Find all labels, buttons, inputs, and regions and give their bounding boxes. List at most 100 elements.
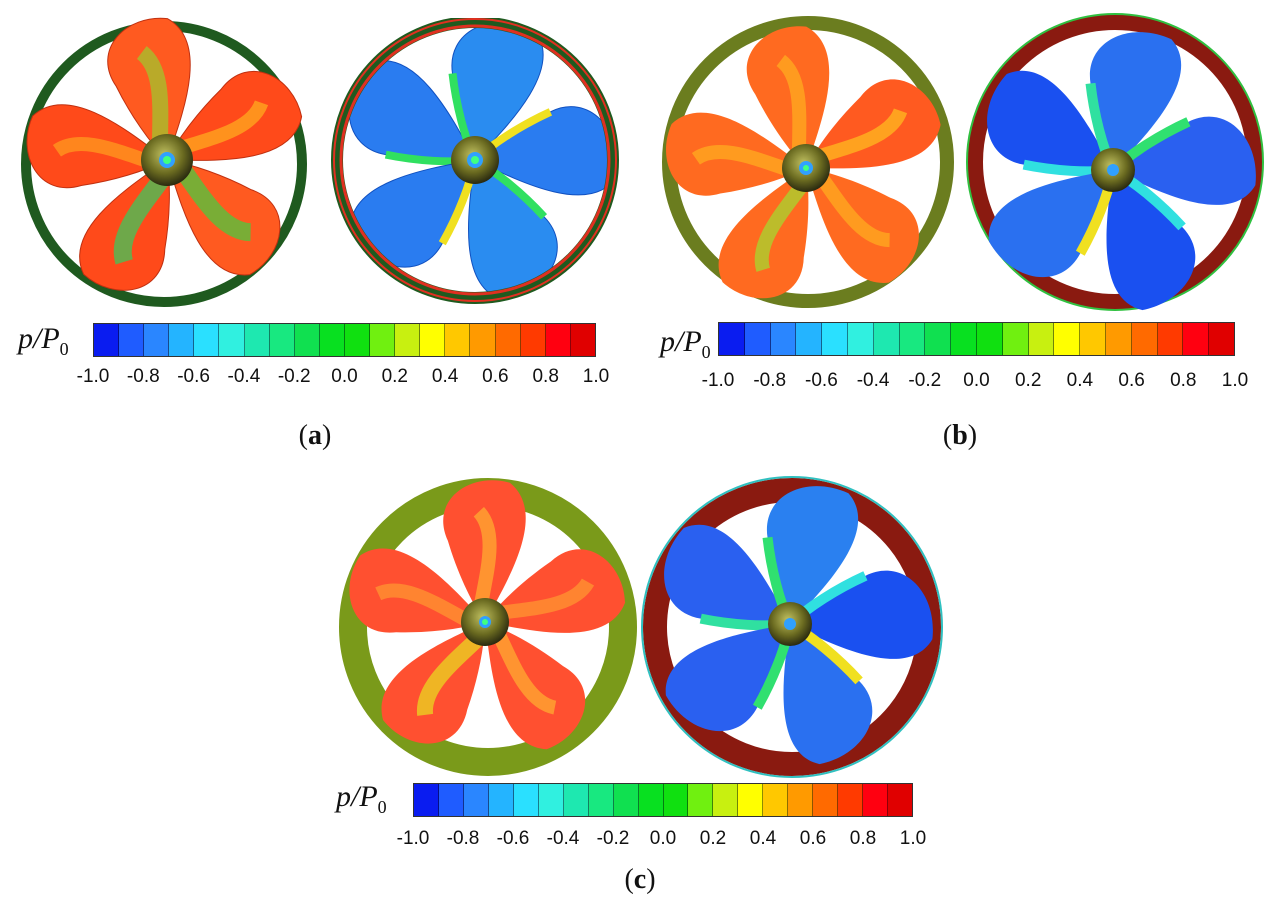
colorbar-a — [93, 323, 596, 357]
colorbar-level-16 — [495, 324, 521, 356]
colorbar-c — [413, 783, 913, 817]
colorbar-level-12 — [1028, 323, 1055, 355]
panel-c-suction-side-render — [339, 478, 637, 776]
colorbar-level-14 — [1080, 323, 1106, 355]
colorbar-level-3 — [488, 784, 514, 816]
colorbar-level-4 — [194, 324, 220, 356]
colorbar-level-13 — [738, 784, 764, 816]
colorbar-level-5 — [219, 324, 245, 356]
colorbar-ticks-c: -1.0 -0.8 -0.6 -0.4 -0.2 0.0 0.2 0.4 0.6 0.8 1.0 — [397, 828, 927, 852]
colorbar-tick-label: 1.0 — [899, 828, 927, 849]
colorbar-level-4 — [822, 323, 848, 355]
colorbar-level-1 — [438, 784, 464, 816]
colorbar-level-14 — [445, 324, 471, 356]
panel-b-pressure-side-render — [966, 13, 1264, 311]
colorbar-tick-label: 0.8 — [532, 366, 559, 387]
colorbar-tick-label: -0.4 — [856, 370, 890, 391]
colorbar-tick-label: 0.8 — [849, 828, 877, 849]
colorbar-variable-label-b: p/P0 — [660, 325, 711, 362]
colorbar-tick-label: -1.0 — [396, 828, 430, 849]
colorbar-level-13 — [420, 324, 446, 356]
colorbar-level-16 — [1131, 323, 1158, 355]
colorbar-level-15 — [1105, 323, 1132, 355]
colorbar-tick-label: 0.0 — [963, 370, 990, 391]
colorbar-level-10 — [344, 324, 371, 356]
colorbar-level-13 — [1054, 323, 1081, 355]
colorbar-tick-label: -0.6 — [177, 366, 210, 387]
colorbar-level-9 — [638, 784, 664, 816]
colorbar-level-11 — [688, 784, 714, 816]
colorbar-tick-label: -0.8 — [753, 370, 787, 391]
colorbar-level-6 — [873, 323, 900, 355]
colorbar-tick-label: -0.2 — [596, 828, 630, 849]
colorbar-tick-label: -0.8 — [126, 366, 160, 387]
colorbar-level-10 — [663, 784, 689, 816]
colorbar-tick-label: 0.6 — [482, 366, 509, 387]
colorbar-tick-label: 1.0 — [1221, 370, 1249, 391]
colorbar-ticks-a: -1.0 -0.8 -0.6 -0.4 -0.2 0.0 0.2 0.4 0.6 0.8 1.0 — [77, 366, 610, 390]
colorbar-level-14 — [763, 784, 789, 816]
colorbar-tick-label: -0.6 — [805, 370, 838, 391]
colorbar-level-6 — [563, 784, 589, 816]
colorbar-level-19 — [570, 324, 595, 356]
colorbar-tick-label: -0.4 — [227, 366, 261, 387]
colorbar-variable-label-a: p/P0 — [18, 322, 69, 359]
caption-a: (a) — [298, 420, 332, 451]
colorbar-level-0 — [94, 324, 120, 356]
colorbar-tick-label: -0.2 — [277, 366, 311, 387]
colorbar-level-17 — [838, 784, 864, 816]
colorbar-level-18 — [863, 784, 889, 816]
colorbar-level-3 — [169, 324, 195, 356]
colorbar-tick-label: -0.2 — [908, 370, 942, 391]
colorbar-level-3 — [796, 323, 823, 355]
colorbar-level-11 — [1002, 323, 1029, 355]
colorbar-level-19 — [1209, 323, 1234, 355]
colorbar-tick-label: -1.0 — [701, 370, 735, 391]
colorbar-level-0 — [414, 784, 439, 816]
colorbar-level-16 — [813, 784, 839, 816]
colorbar-level-8 — [294, 324, 320, 356]
colorbar-level-7 — [588, 784, 614, 816]
colorbar-tick-label: -1.0 — [76, 366, 110, 387]
colorbar-level-15 — [470, 324, 496, 356]
panel-c-pressure-side-render — [641, 476, 943, 778]
colorbar-level-1 — [744, 323, 771, 355]
colorbar-tick-label: -0.6 — [496, 828, 530, 849]
colorbar-tick-label: -0.8 — [446, 828, 480, 849]
colorbar-tick-label: 0.2 — [381, 366, 409, 387]
colorbar-level-6 — [244, 324, 270, 356]
colorbar-level-11 — [370, 324, 396, 356]
colorbar-level-0 — [719, 323, 745, 355]
colorbar-level-19 — [888, 784, 913, 816]
colorbar-level-2 — [144, 324, 170, 356]
colorbar-level-7 — [269, 324, 295, 356]
colorbar-level-15 — [788, 784, 814, 816]
colorbar-tick-label: 0.4 — [431, 366, 459, 387]
colorbar-level-18 — [545, 324, 571, 356]
colorbar-b — [718, 322, 1235, 356]
panel-a-pressure-side-render — [331, 18, 619, 304]
colorbar-ticks-b: -1.0 -0.8 -0.6 -0.4 -0.2 0.0 0.2 0.4 0.6 0.8 1.0 — [702, 370, 1249, 394]
colorbar-level-4 — [513, 784, 539, 816]
colorbar-tick-label: 0.8 — [1170, 370, 1197, 391]
colorbar-level-2 — [463, 784, 489, 816]
colorbar-level-9 — [319, 324, 345, 356]
colorbar-level-5 — [538, 784, 564, 816]
colorbar-tick-label: 0.6 — [799, 828, 827, 849]
colorbar-level-17 — [1157, 323, 1184, 355]
colorbar-level-9 — [951, 323, 977, 355]
colorbar-level-12 — [713, 784, 739, 816]
colorbar-level-17 — [520, 324, 546, 356]
colorbar-level-8 — [613, 784, 639, 816]
colorbar-tick-label: 0.2 — [1014, 370, 1042, 391]
colorbar-level-8 — [925, 323, 952, 355]
colorbar-level-7 — [899, 323, 926, 355]
panel-a-suction-side-render — [21, 17, 307, 307]
colorbar-variable-label-c: p/P0 — [336, 780, 387, 817]
colorbar-tick-label: 1.0 — [582, 366, 610, 387]
colorbar-tick-label: 0.4 — [749, 828, 777, 849]
colorbar-level-18 — [1183, 323, 1210, 355]
colorbar-tick-label: 0.0 — [649, 828, 677, 849]
colorbar-tick-label: 0.6 — [1118, 370, 1145, 391]
caption-b: (b) — [942, 420, 978, 451]
